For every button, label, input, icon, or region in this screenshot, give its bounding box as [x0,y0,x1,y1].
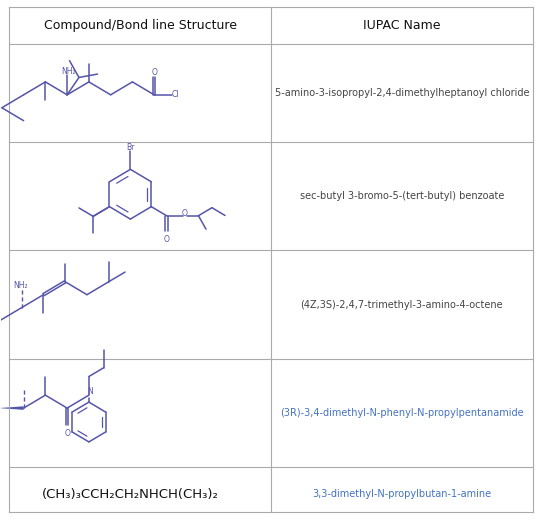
Text: O: O [64,429,70,438]
Text: sec-butyl 3-bromo-5-(tert-butyl) benzoate: sec-butyl 3-bromo-5-(tert-butyl) benzoat… [300,191,504,201]
Text: Compound/Bond line Structure: Compound/Bond line Structure [44,19,237,32]
Text: NH₂: NH₂ [61,67,75,76]
Polygon shape [0,406,23,410]
Text: 3,3-dimethyl-N-propylbutan-1-amine: 3,3-dimethyl-N-propylbutan-1-amine [312,489,492,499]
Text: O: O [182,210,187,218]
Text: N: N [87,388,93,397]
Text: IUPAC Name: IUPAC Name [363,19,441,32]
Text: (3R)-3,4-dimethyl-N-phenyl-N-propylpentanamide: (3R)-3,4-dimethyl-N-phenyl-N-propylpenta… [280,408,524,418]
Text: 5-amino-3-isopropyl-2,4-dimethylheptanoyl chloride: 5-amino-3-isopropyl-2,4-dimethylheptanoy… [275,88,529,98]
Text: O: O [151,69,157,77]
Text: O: O [163,235,170,244]
Text: (4Z,3S)-2,4,7-trimethyl-3-amino-4-octene: (4Z,3S)-2,4,7-trimethyl-3-amino-4-octene [301,299,503,310]
Text: Cl: Cl [172,90,180,99]
Text: Br: Br [126,143,134,152]
Text: (CH₃)₃CCH₂CH₂NHCH(CH₃)₂: (CH₃)₃CCH₂CH₂NHCH(CH₃)₂ [42,488,219,501]
Text: NH₂: NH₂ [13,281,28,290]
